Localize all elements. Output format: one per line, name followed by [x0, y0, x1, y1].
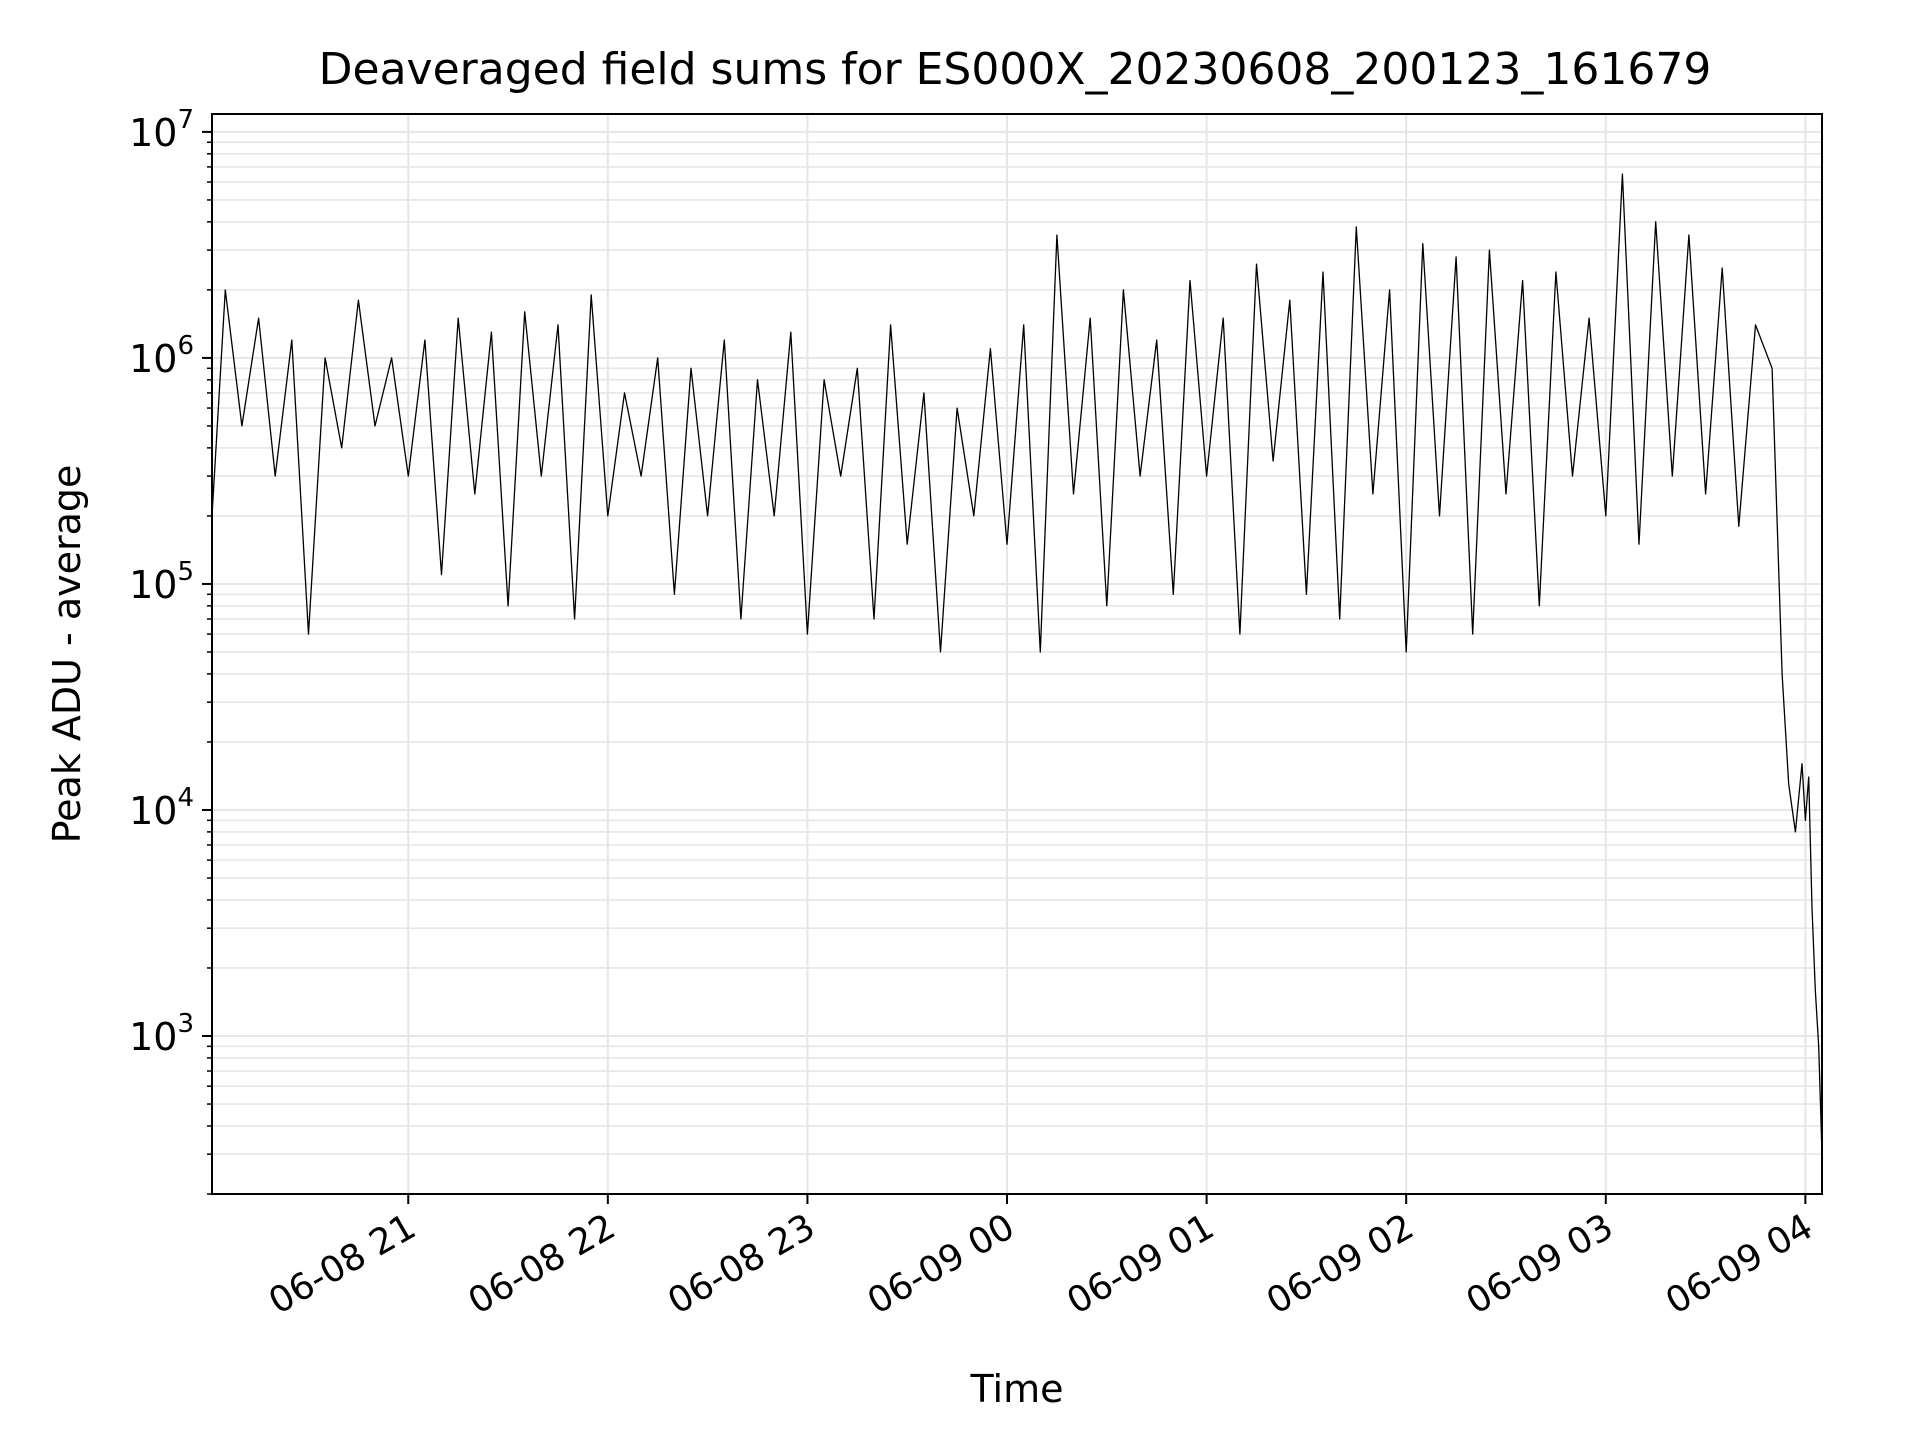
- x-axis-label: Time: [970, 1367, 1064, 1411]
- y-tick-label: 104: [129, 783, 194, 833]
- series-line: [211, 173, 1823, 1155]
- y-tick-label: 105: [129, 557, 194, 607]
- y-axis: 103 104 105 106 107: [129, 105, 212, 1195]
- y-tick-label: 103: [129, 1009, 194, 1059]
- plot-series: [211, 173, 1823, 1155]
- plot-frame: [211, 113, 1823, 1195]
- gridlines: [212, 114, 1822, 1195]
- y-tick-label: 107: [129, 105, 194, 155]
- chart-title: Deaveraged field sums for ES000X_2023060…: [319, 44, 1712, 95]
- y-tick-label: 106: [129, 331, 194, 381]
- y-axis-label: Peak ADU - average: [45, 465, 89, 844]
